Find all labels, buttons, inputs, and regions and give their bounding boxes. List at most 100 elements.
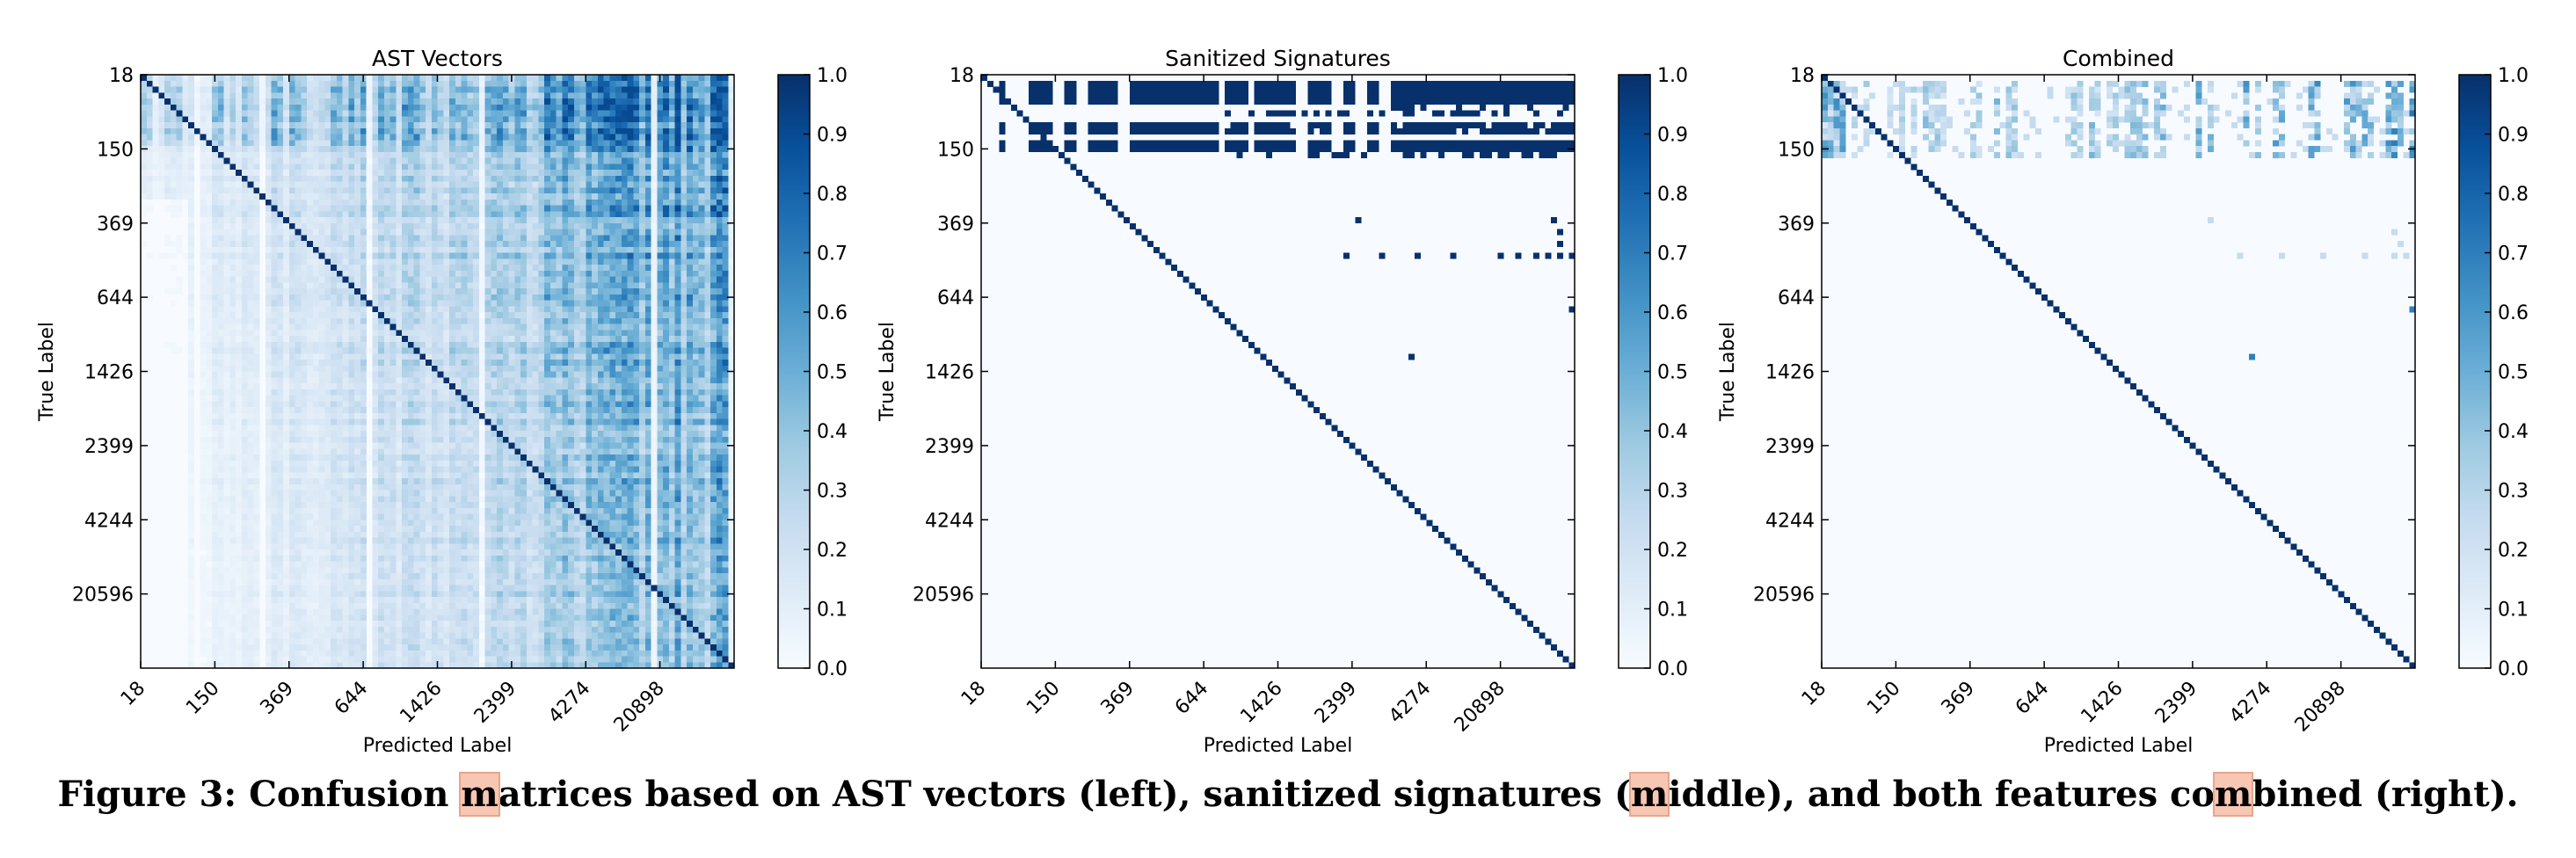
heatmap-cell bbox=[336, 252, 343, 259]
heatmap-cell bbox=[383, 270, 390, 277]
heatmap-cell bbox=[407, 110, 414, 117]
heatmap-cell bbox=[639, 110, 646, 117]
heatmap-cell bbox=[556, 336, 563, 343]
heatmap-cell bbox=[579, 217, 586, 224]
heatmap-cell bbox=[360, 270, 367, 277]
heatmap-cell bbox=[728, 341, 735, 348]
heatmap-cell bbox=[348, 98, 355, 105]
heatmap-cell bbox=[633, 324, 640, 331]
heatmap-cell bbox=[603, 270, 610, 277]
heatmap-cell bbox=[609, 324, 616, 331]
heatmap-cell bbox=[663, 170, 670, 177]
heatmap-cell bbox=[586, 140, 593, 147]
heatmap-cell bbox=[562, 211, 569, 218]
heatmap-cell bbox=[253, 276, 260, 283]
heatmap-cell bbox=[342, 134, 349, 141]
heatmap-cell bbox=[556, 330, 563, 337]
heatmap-cell bbox=[698, 122, 705, 129]
heatmap-cell bbox=[710, 199, 717, 206]
heatmap-cell bbox=[437, 217, 444, 224]
heatmap-cell bbox=[271, 217, 278, 224]
heatmap-cell bbox=[366, 92, 373, 99]
heatmap-cell bbox=[443, 127, 450, 135]
heatmap-cell bbox=[520, 336, 528, 343]
heatmap-cell bbox=[668, 383, 675, 390]
heatmap-cell bbox=[579, 104, 586, 111]
heatmap-cell bbox=[728, 92, 735, 99]
heatmap-cell bbox=[687, 181, 694, 188]
heatmap-cell bbox=[236, 235, 243, 242]
heatmap-cell bbox=[402, 336, 409, 343]
heatmap-cell bbox=[265, 110, 272, 117]
heatmap-cell bbox=[283, 383, 290, 390]
heatmap-cell bbox=[597, 241, 604, 248]
heatmap-cell bbox=[514, 294, 521, 301]
heatmap-cell bbox=[336, 282, 343, 289]
heatmap-cell bbox=[491, 134, 498, 141]
heatmap-cell bbox=[644, 317, 651, 324]
heatmap-cell bbox=[307, 288, 314, 295]
heatmap-cell bbox=[728, 336, 735, 343]
heatmap-cell bbox=[532, 170, 539, 177]
heatmap-cell bbox=[277, 347, 284, 354]
heatmap-cell bbox=[639, 181, 646, 188]
heatmap-cell bbox=[413, 312, 420, 319]
heatmap-cell bbox=[229, 140, 236, 147]
heatmap-cell bbox=[331, 127, 338, 135]
heatmap-cell bbox=[431, 75, 438, 82]
heatmap-cell bbox=[651, 353, 658, 360]
heatmap-cell bbox=[437, 127, 444, 135]
heatmap-cell bbox=[663, 282, 670, 289]
heatmap-cell bbox=[229, 258, 236, 265]
heatmap-cell bbox=[318, 276, 325, 283]
heatmap-cell bbox=[366, 170, 373, 177]
heatmap-cell bbox=[484, 193, 491, 200]
heatmap-cell bbox=[324, 258, 331, 265]
heatmap-cell bbox=[312, 347, 319, 354]
heatmap-cell bbox=[426, 187, 433, 194]
heatmap-cell bbox=[668, 110, 675, 117]
heatmap-cell bbox=[331, 353, 338, 360]
heatmap-cell bbox=[229, 134, 236, 141]
heatmap-cell bbox=[223, 110, 230, 117]
heatmap-cell bbox=[336, 246, 343, 253]
heatmap-cell bbox=[152, 187, 159, 194]
heatmap-cell bbox=[437, 75, 444, 82]
heatmap-cell bbox=[407, 360, 414, 367]
heatmap-cell bbox=[651, 146, 658, 153]
heatmap-cell bbox=[288, 86, 295, 93]
heatmap-cell bbox=[526, 312, 533, 319]
heatmap-cell bbox=[318, 80, 325, 87]
heatmap-cell bbox=[573, 229, 580, 236]
heatmap-cell bbox=[692, 270, 699, 277]
heatmap-cell bbox=[354, 146, 361, 153]
heatmap-cell bbox=[556, 110, 563, 117]
heatmap-cell bbox=[467, 360, 474, 367]
heatmap-cell bbox=[573, 86, 580, 93]
heatmap-cell bbox=[687, 116, 694, 123]
heatmap-cell bbox=[603, 246, 610, 253]
heatmap-cell bbox=[200, 265, 207, 272]
heatmap-cell bbox=[491, 205, 498, 212]
heatmap-cell bbox=[407, 241, 414, 248]
heatmap-cell bbox=[295, 146, 302, 153]
heatmap-cell bbox=[449, 265, 456, 272]
heatmap-cell bbox=[538, 217, 545, 224]
heatmap-cell bbox=[437, 151, 444, 158]
heatmap-cell bbox=[176, 146, 183, 153]
heatmap-cell bbox=[188, 377, 195, 384]
heatmap-cell bbox=[609, 288, 616, 295]
heatmap-cell bbox=[520, 347, 528, 354]
heatmap-cell bbox=[644, 98, 651, 105]
heatmap-cell bbox=[663, 199, 670, 206]
heatmap-cell bbox=[426, 157, 433, 164]
heatmap-cell bbox=[657, 258, 664, 265]
heatmap-cell bbox=[562, 151, 569, 158]
heatmap-cell bbox=[627, 164, 634, 171]
heatmap-cell bbox=[568, 252, 575, 259]
heatmap-cell bbox=[206, 282, 213, 289]
heatmap-cell bbox=[568, 353, 575, 360]
heatmap-cell bbox=[217, 258, 224, 265]
heatmap-cell bbox=[223, 270, 230, 277]
heatmap-cell bbox=[437, 229, 444, 236]
